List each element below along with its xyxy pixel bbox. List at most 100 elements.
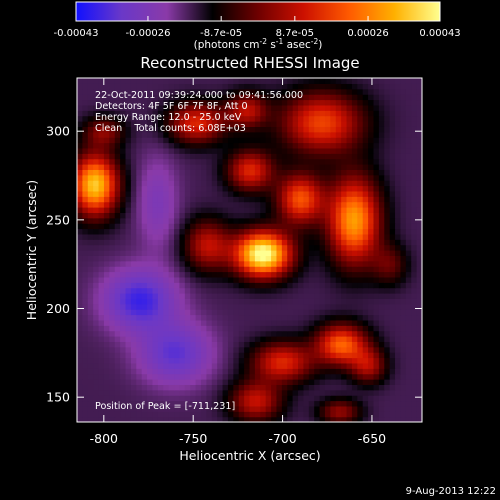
heatmap-cell: [330, 137, 337, 144]
heatmap-cell: [184, 110, 191, 117]
heatmap-cell: [130, 244, 137, 251]
heatmap-cell: [395, 207, 402, 213]
heatmap-cell: [152, 395, 159, 402]
heatmap-cell: [244, 207, 251, 213]
heatmap-cell: [222, 309, 229, 316]
heatmap-cell: [163, 250, 170, 256]
heatmap-cell: [314, 330, 321, 337]
heatmap-cell: [120, 185, 127, 192]
heatmap-cell: [157, 405, 164, 412]
heatmap-cell: [98, 217, 105, 224]
heatmap-cell: [93, 212, 100, 219]
heatmap-cell: [314, 121, 321, 127]
heatmap-cell: [384, 137, 391, 144]
heatmap-cell: [335, 293, 342, 299]
heatmap-cell: [87, 94, 94, 101]
heatmap-cell: [395, 83, 402, 90]
heatmap-cell: [400, 389, 407, 396]
heatmap-cell: [109, 180, 116, 187]
heatmap-cell: [281, 405, 288, 412]
heatmap-cell: [227, 357, 234, 364]
heatmap-cell: [152, 250, 159, 256]
heatmap-cell: [136, 104, 143, 111]
heatmap-cell: [303, 158, 310, 165]
heatmap-cell: [174, 110, 181, 117]
heatmap-cell: [130, 271, 137, 278]
heatmap-cell: [103, 255, 110, 262]
heatmap-cell: [260, 298, 267, 305]
heatmap-cell: [179, 78, 186, 84]
heatmap-cell: [82, 244, 89, 251]
heatmap-cell: [222, 88, 229, 95]
heatmap-cell: [179, 260, 186, 267]
heatmap-cell: [287, 260, 294, 267]
heatmap-cell: [384, 233, 391, 240]
heatmap-cell: [244, 88, 251, 95]
heatmap-cell: [324, 405, 331, 412]
heatmap-cell: [120, 260, 127, 267]
heatmap-cell: [281, 207, 288, 213]
heatmap-cell: [400, 121, 407, 127]
heatmap-cell: [147, 389, 154, 396]
heatmap-cell: [136, 298, 143, 305]
heatmap-cell: [217, 357, 224, 364]
heatmap-cell: [265, 174, 272, 181]
heatmap-cell: [136, 287, 143, 294]
heatmap-cell: [254, 411, 261, 418]
heatmap-cell: [152, 207, 159, 213]
heatmap-cell: [373, 384, 380, 391]
heatmap-cell: [147, 147, 154, 154]
heatmap-cell: [77, 83, 83, 90]
heatmap-cell: [308, 142, 315, 149]
heatmap-cell: [335, 416, 342, 422]
heatmap-cell: [77, 169, 83, 176]
heatmap-cell: [298, 228, 305, 235]
heatmap-cell: [368, 131, 375, 138]
heatmap-cell: [195, 362, 202, 369]
heatmap-cell: [260, 158, 267, 165]
heatmap-cell: [238, 239, 245, 246]
heatmap-cell: [190, 212, 197, 219]
heatmap-cell: [147, 298, 154, 305]
heatmap-cell: [82, 164, 89, 170]
heatmap-cell: [395, 94, 402, 101]
heatmap-cell: [351, 255, 358, 262]
heatmap-cell: [319, 298, 326, 305]
heatmap-cell: [276, 325, 283, 332]
heatmap-cell: [308, 287, 315, 294]
heatmap-cell: [335, 201, 342, 208]
heatmap-cell: [163, 142, 170, 149]
heatmap-cell: [163, 266, 170, 273]
heatmap-cell: [346, 405, 353, 412]
heatmap-cell: [254, 330, 261, 337]
heatmap-cell: [389, 400, 396, 407]
heatmap-cell: [308, 239, 315, 246]
heatmap-cell: [141, 389, 148, 396]
heatmap-cell: [330, 276, 337, 283]
heatmap-cell: [152, 164, 159, 170]
heatmap-cell: [227, 405, 234, 412]
heatmap-cell: [82, 207, 89, 213]
heatmap-cell: [211, 110, 218, 117]
heatmap-cell: [179, 190, 186, 197]
heatmap-cell: [238, 83, 245, 90]
heatmap-cell: [206, 282, 213, 289]
heatmap-cell: [260, 110, 267, 117]
heatmap-cell: [378, 319, 385, 326]
heatmap-cell: [351, 330, 358, 337]
heatmap-cell: [163, 298, 170, 305]
heatmap-cell: [157, 384, 164, 391]
heatmap-cell: [389, 180, 396, 187]
heatmap-cell: [120, 352, 127, 359]
heatmap-cell: [184, 239, 191, 246]
heatmap-cell: [411, 330, 418, 337]
heatmap-cell: [130, 298, 137, 305]
heatmap-cell: [314, 126, 321, 133]
heatmap-cell: [103, 368, 110, 375]
heatmap-cell: [378, 287, 385, 294]
heatmap-cell: [416, 115, 422, 122]
heatmap-cell: [378, 330, 385, 337]
heatmap-cell: [260, 88, 267, 95]
heatmap-cell: [211, 121, 218, 127]
heatmap-cell: [249, 99, 256, 106]
